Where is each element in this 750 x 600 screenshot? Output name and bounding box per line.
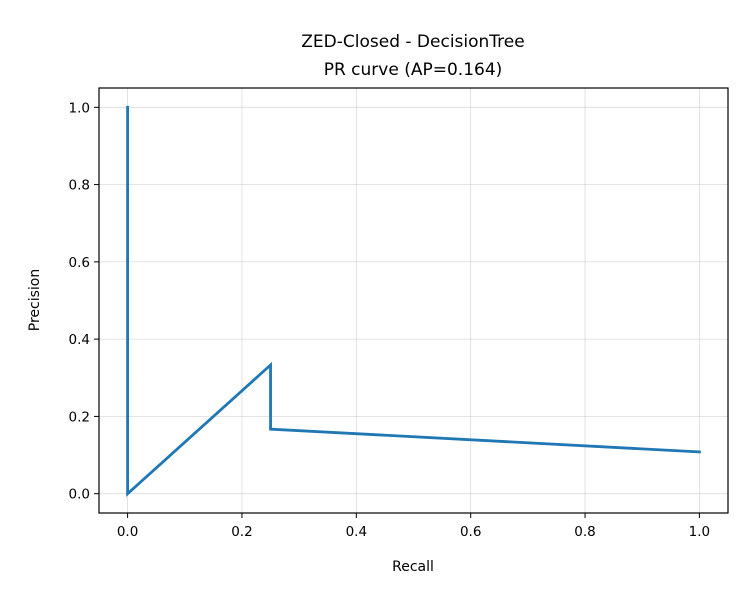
y-tick-label: 0.0 (69, 487, 90, 503)
y-tick-label: 0.8 (69, 178, 90, 194)
y-tick-label: 0.4 (69, 332, 90, 348)
y-tick-label: 0.6 (69, 255, 90, 271)
x-tick-label: 0.4 (346, 524, 367, 540)
plot-frame (98, 87, 729, 514)
x-tick-label: 0.6 (460, 524, 481, 540)
y-tick-label: 1.0 (69, 100, 90, 116)
y-axis-label: Precision (27, 269, 43, 331)
x-tick-label: 0.2 (231, 524, 252, 540)
axis-ticks: 0.0 0.2 0.4 0.6 0.8 1.0 0.0 0.2 0.4 0.6 0.8 1.0 (69, 100, 711, 540)
x-tick-label: 0.8 (574, 524, 595, 540)
x-axis-label: Recall (392, 559, 434, 575)
grid-lines (99, 88, 728, 513)
chart-title-line1: ZED-Closed - DecisionTree (301, 32, 524, 52)
y-tick-label: 0.2 (69, 409, 90, 425)
x-tick-label: 0.0 (117, 524, 138, 540)
series-layer (126, 105, 701, 497)
pr-curve-line (126, 105, 701, 497)
x-tick-label: 1.0 (689, 524, 710, 540)
chart-title-line2: PR curve (AP=0.164) (324, 60, 503, 80)
